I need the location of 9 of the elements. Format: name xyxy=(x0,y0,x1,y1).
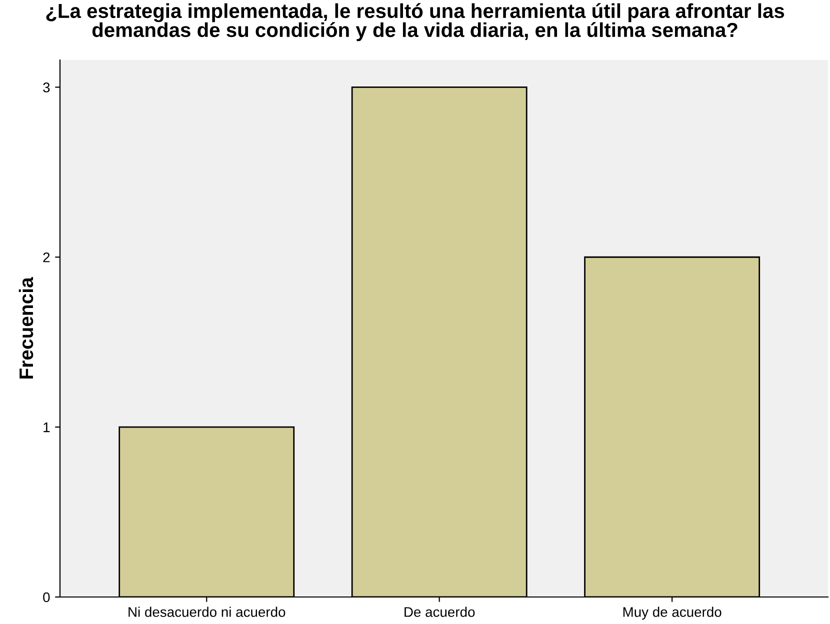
x-tick-label: Ni desacuerdo ni acuerdo xyxy=(128,606,286,617)
y-tick-label: 1 xyxy=(44,422,50,432)
y-tick-label: 2 xyxy=(43,252,50,262)
y-axis-title: Frecuencia xyxy=(18,277,34,379)
x-tick-label: Muy de acuerdo xyxy=(623,606,722,620)
chart-title: ¿La estrategia implementada, le resultó una herramienta útil para afrontar las demandas de su condición y de la vida diaria, en la última semana? xyxy=(46,3,784,42)
x-tick-label: De acuerdo xyxy=(404,606,475,617)
y-tick-label: 0 xyxy=(43,592,50,602)
y-tick-label: 3 xyxy=(43,82,50,92)
